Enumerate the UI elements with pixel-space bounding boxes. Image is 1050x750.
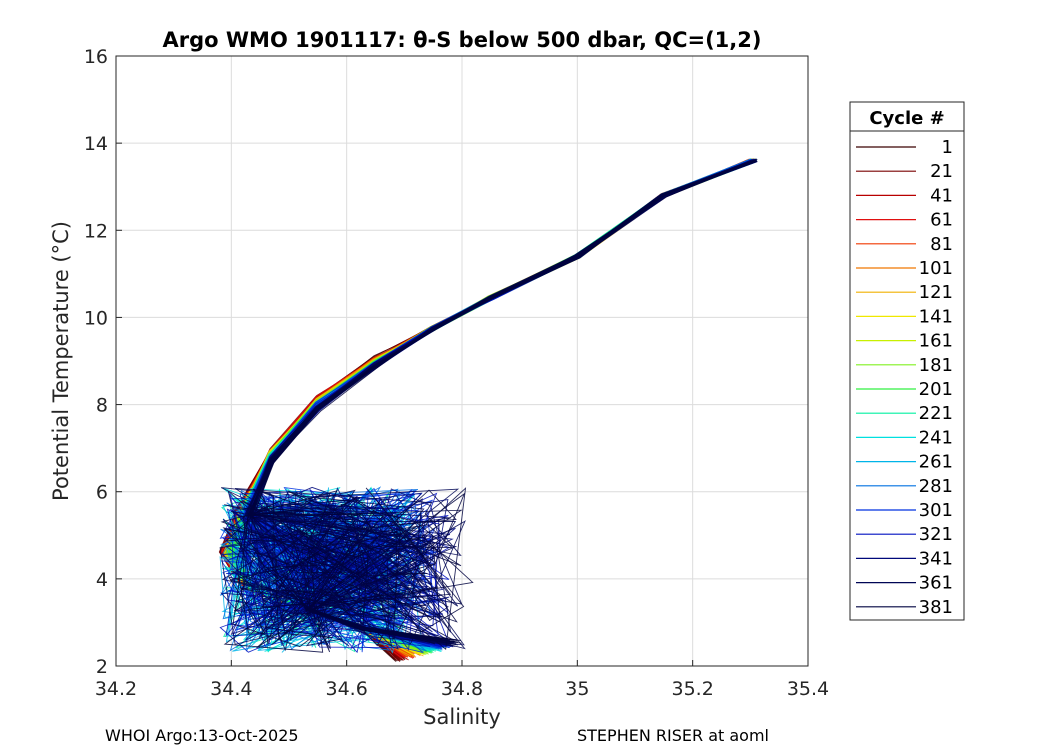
legend-label-121: 121: [919, 282, 953, 303]
data-curves: [218, 158, 758, 663]
footer-right: STEPHEN RISER at aoml: [577, 726, 769, 745]
series-381-profile: [244, 160, 754, 642]
legend-label-221: 221: [919, 403, 953, 424]
y-axis-ticks: 2 4 6 8 10 12 14 16: [84, 46, 122, 678]
y-tick-label: 8: [96, 395, 108, 417]
legend-items: 1214161811011211411611812012212412612813…: [856, 137, 953, 618]
series-381-profile: [249, 160, 756, 641]
y-tick-label: 14: [84, 133, 108, 155]
legend-label-141: 141: [919, 306, 953, 327]
x-tick-label: 35.2: [672, 678, 714, 700]
y-tick-label: 16: [84, 46, 108, 68]
legend-label-381: 381: [919, 597, 953, 618]
x-axis-ticks: 34.2 34.4 34.6 34.8 35 35.2 35.4: [95, 660, 829, 700]
legend-label-161: 161: [919, 331, 953, 352]
legend-label-81: 81: [930, 234, 953, 255]
series-381-profile: [223, 160, 755, 653]
y-tick-label: 2: [96, 656, 108, 678]
legend-label-341: 341: [919, 548, 953, 569]
footer-left: WHOI Argo:13-Oct-2025: [105, 726, 299, 745]
y-tick-label: 12: [84, 220, 108, 242]
y-tick-label: 6: [96, 482, 108, 504]
legend-title: Cycle #: [869, 108, 944, 129]
legend-label-321: 321: [919, 524, 953, 545]
legend-label-101: 101: [919, 258, 953, 279]
legend: Cycle # 12141618110112114116118120122124…: [849, 101, 965, 621]
legend-label-261: 261: [919, 452, 953, 473]
x-axis-label: Salinity: [423, 705, 501, 729]
x-tick-label: 34.2: [95, 678, 137, 700]
legend-label-301: 301: [919, 500, 953, 521]
legend-label-181: 181: [919, 355, 953, 376]
legend-label-21: 21: [930, 161, 953, 182]
x-tick-label: 35: [565, 678, 589, 700]
x-tick-label: 34.4: [210, 678, 252, 700]
legend-label-281: 281: [919, 476, 953, 497]
legend-label-201: 201: [919, 379, 953, 400]
legend-label-361: 361: [919, 573, 953, 594]
grid-lines: [116, 56, 808, 666]
y-tick-label: 10: [84, 307, 108, 329]
legend-label-1: 1: [942, 137, 953, 158]
chart-title: Argo WMO 1901117: θ-S below 500 dbar, QC…: [163, 28, 762, 52]
legend-label-41: 41: [930, 185, 953, 206]
x-tick-label: 34.8: [441, 678, 483, 700]
y-tick-label: 4: [96, 569, 108, 591]
y-axis-label: Potential Temperature (°C): [49, 221, 73, 501]
x-tick-label: 34.6: [326, 678, 368, 700]
series-381-profile: [224, 160, 755, 649]
legend-label-241: 241: [919, 427, 953, 448]
x-tick-label: 35.4: [787, 678, 829, 700]
legend-label-61: 61: [930, 210, 953, 231]
